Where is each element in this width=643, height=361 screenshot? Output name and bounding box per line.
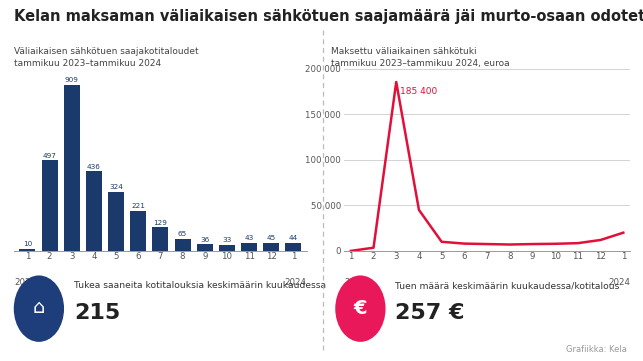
Bar	[42, 160, 58, 251]
Bar	[131, 210, 146, 251]
Circle shape	[335, 275, 386, 342]
Bar	[197, 244, 213, 251]
Text: 36: 36	[200, 236, 210, 243]
Text: Kelan maksaman väliaikaisen sähkötuen saajamäärä jäi murto-osaan odotetusta: Kelan maksaman väliaikaisen sähkötuen sa…	[14, 9, 643, 24]
Text: 2023: 2023	[14, 278, 36, 287]
Text: €: €	[354, 299, 367, 318]
Text: 497: 497	[42, 152, 57, 158]
Text: 185 400: 185 400	[400, 87, 437, 96]
Text: 65: 65	[178, 231, 187, 237]
Bar	[263, 243, 279, 251]
Bar	[285, 243, 302, 251]
Text: Väliaikaisen sähkötuen saajakotitaloudet
tammikuu 2023–tammikuu 2024: Väliaikaisen sähkötuen saajakotitaloudet…	[14, 47, 199, 69]
Text: Maksettu väliaikainen sähkötuki
tammikuu 2023–tammikuu 2024, euroa: Maksettu väliaikainen sähkötuki tammikuu…	[331, 47, 510, 69]
Bar	[152, 227, 168, 251]
Text: 436: 436	[87, 164, 101, 170]
Text: 2023: 2023	[344, 278, 366, 287]
Text: Grafiikka: Kela: Grafiikka: Kela	[566, 345, 627, 354]
Bar	[175, 239, 190, 251]
Text: 257 €: 257 €	[395, 303, 465, 323]
Text: 45: 45	[267, 235, 276, 241]
Text: 215: 215	[74, 303, 120, 323]
Bar	[108, 192, 124, 251]
Text: 43: 43	[244, 235, 254, 241]
Text: 2024: 2024	[608, 278, 630, 287]
Text: ⌂: ⌂	[33, 298, 45, 317]
Text: 129: 129	[154, 219, 167, 226]
Bar	[86, 171, 102, 251]
Bar	[241, 243, 257, 251]
Text: 33: 33	[222, 237, 231, 243]
Text: 44: 44	[289, 235, 298, 241]
Bar	[64, 85, 80, 251]
Bar	[219, 245, 235, 251]
Circle shape	[14, 275, 64, 342]
Text: 10: 10	[23, 241, 32, 247]
Text: 909: 909	[65, 78, 78, 83]
Text: Tukea saaneita kotitalouksia keskimäärin kuukaudessa: Tukea saaneita kotitalouksia keskimäärin…	[74, 281, 326, 290]
Text: 324: 324	[109, 184, 123, 190]
Text: 221: 221	[131, 203, 145, 209]
Text: 2024: 2024	[285, 278, 307, 287]
Text: Tuen määrä keskimäärin kuukaudessa/kotitalous: Tuen määrä keskimäärin kuukaudessa/kotit…	[395, 281, 620, 290]
Bar	[19, 249, 35, 251]
